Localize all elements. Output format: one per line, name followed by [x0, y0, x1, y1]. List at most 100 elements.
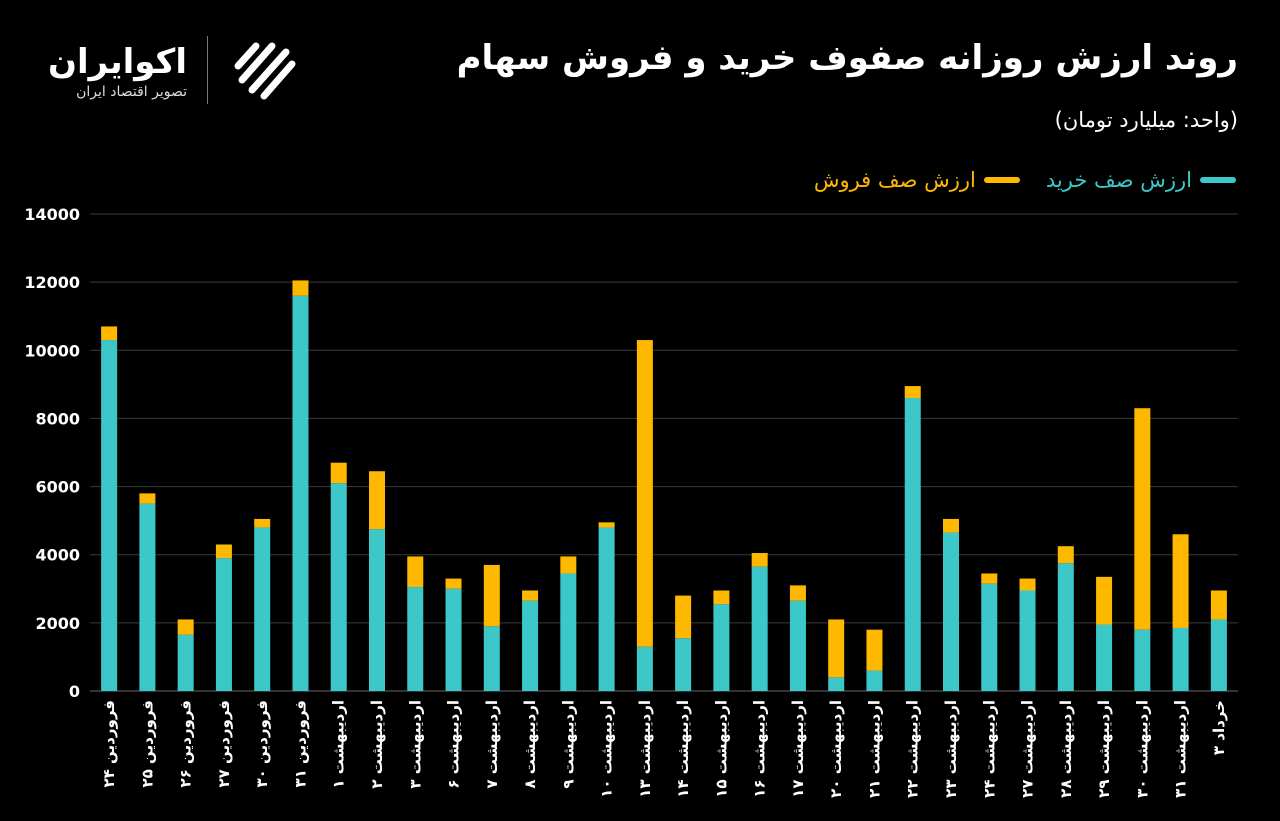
bar-buy-segment: [789, 600, 806, 691]
legend-item-buy: ارزش صف خرید: [1046, 168, 1236, 192]
x-tick-label: اردیبهشت ۲۷: [1019, 700, 1037, 798]
x-tick-label: اردیبهشت ۲۲: [904, 700, 922, 798]
x-tick-label: اردیبهشت ۲۱: [865, 700, 883, 798]
bar-sell-segment: [904, 386, 921, 398]
bar-buy-segment: [101, 340, 118, 691]
y-tick-label: 6000: [35, 478, 80, 497]
bar-sell-segment: [598, 522, 615, 528]
bar-buy-segment: [1057, 563, 1074, 691]
x-tick-label: خرداد ۳: [1210, 700, 1228, 755]
x-axis-tick-labels: فروردین ۲۴ فروردین ۲۵ فروردین ۲۶ فروردین ۲۷…: [100, 700, 1228, 798]
y-axis-tick-labels: 0 2000 4000 6000 8000 10000 12000 14000: [24, 205, 80, 701]
x-tick-label: اردیبهشت ۲: [368, 700, 386, 789]
bar-buy-segment: [828, 677, 845, 691]
x-tick-label: فروردین ۳۰: [253, 700, 271, 787]
legend-label-sell: ارزش صف فروش: [813, 168, 976, 192]
y-tick-label: 12000: [24, 273, 80, 292]
bar-sell-segment: [369, 471, 385, 530]
bar-buy-segment: [1019, 590, 1036, 691]
bar-buy-segment: [636, 646, 653, 691]
bar-buy-segment: [445, 588, 462, 691]
bar-sell-segment: [292, 280, 309, 296]
brand-logo: اکوایران تصویر اقتصاد ایران: [48, 32, 304, 108]
grid-lines: [90, 213, 1238, 692]
brand-tagline: تصویر اقتصاد ایران: [76, 84, 187, 100]
y-tick-label: 2000: [35, 614, 80, 633]
bar-sell-segment: [675, 595, 692, 639]
bar-buy-segment: [483, 626, 500, 691]
bar-sell-segment: [522, 590, 539, 601]
x-tick-label: فروردین ۳۱: [291, 700, 309, 787]
bar-sell-segment: [713, 590, 730, 605]
x-tick-label: اردیبهشت ۱۶: [751, 700, 769, 798]
bar-buy-segment: [177, 634, 194, 691]
legend-swatch-sell: [983, 177, 1020, 183]
bar-sell-segment: [789, 585, 806, 601]
x-tick-label: اردیبهشت ۲۳: [942, 700, 960, 798]
bar-buy-segment: [866, 670, 883, 691]
bars: [101, 280, 1227, 691]
bar-sell-segment: [1019, 578, 1036, 591]
bar-buy-segment: [1210, 619, 1227, 691]
bar-buy-segment: [675, 638, 692, 691]
bar-buy-segment: [254, 527, 271, 691]
bar-buy-segment: [981, 583, 998, 691]
x-tick-label: اردیبهشت ۲۸: [1057, 700, 1075, 798]
bar-buy-segment: [139, 503, 156, 691]
bar-sell-segment: [254, 518, 271, 528]
x-tick-label: اردیبهشت ۹: [559, 700, 577, 789]
chart-unit-subtitle: (واحد: میلیارد تومان): [1054, 108, 1238, 132]
y-tick-label: 14000: [24, 205, 80, 224]
brand-mark-icon: [234, 42, 296, 100]
bar-sell-segment: [636, 340, 653, 647]
bar-sell-segment: [407, 556, 424, 588]
x-tick-label: اردیبهشت ۱: [330, 700, 348, 789]
y-tick-label: 4000: [35, 546, 80, 565]
bar-sell-segment: [981, 573, 998, 584]
bar-buy-segment: [560, 573, 577, 691]
bar-sell-segment: [1172, 534, 1189, 628]
brand-divider: [207, 36, 208, 104]
bar-sell-segment: [1096, 576, 1113, 625]
x-tick-label: اردیبهشت ۱۵: [712, 700, 730, 798]
y-tick-label: 0: [69, 682, 80, 701]
chart-title: روند ارزش روزانه صفوف خرید و فروش سهام: [456, 38, 1238, 78]
bar-sell-segment: [330, 462, 347, 484]
x-tick-label: فروردین ۲۷: [215, 700, 233, 787]
legend-swatch-buy: [1200, 177, 1236, 183]
bar-sell-segment: [828, 619, 845, 678]
bar-sell-segment: [1210, 590, 1227, 620]
x-tick-label: اردیبهشت ۱۷: [789, 700, 807, 798]
bar-buy-segment: [598, 527, 615, 691]
y-tick-label: 10000: [24, 341, 80, 360]
bar-sell-segment: [1057, 546, 1074, 564]
x-tick-label: فروردین ۲۴: [100, 700, 118, 787]
bar-buy-segment: [751, 566, 768, 691]
x-tick-label: اردیبهشت ۲۰: [827, 700, 845, 798]
brand-name: اکوایران: [48, 42, 187, 82]
x-tick-label: اردیبهشت ۲۹: [1095, 700, 1113, 798]
y-tick-label: 8000: [35, 409, 80, 428]
bar-buy-segment: [1134, 629, 1151, 691]
x-tick-label: اردیبهشت ۳۰: [1133, 700, 1151, 798]
bar-sell-segment: [101, 326, 118, 341]
bar-sell-segment: [139, 493, 156, 504]
bar-sell-segment: [943, 518, 959, 533]
legend-label-buy: ارزش صف خرید: [1045, 168, 1192, 192]
bar-sell-segment: [560, 556, 577, 574]
bar-buy-segment: [292, 295, 309, 691]
bar-buy-segment: [215, 558, 232, 691]
bar-sell-segment: [445, 578, 462, 589]
x-tick-label: اردیبهشت ۶: [445, 700, 463, 789]
x-tick-label: اردیبهشت ۸: [521, 700, 539, 789]
bar-buy-segment: [369, 529, 385, 691]
bar-buy-segment: [943, 532, 959, 691]
x-tick-label: اردیبهشت ۷: [483, 700, 501, 789]
bar-buy-segment: [1096, 624, 1113, 691]
x-tick-label: اردیبهشت ۱۳: [636, 700, 654, 798]
bar-buy-segment: [904, 397, 921, 691]
chart-legend: ارزش صف خرید ارزش صف فروش: [814, 168, 1236, 192]
brand-text: اکوایران تصویر اقتصاد ایران: [48, 40, 187, 100]
bar-sell-segment: [751, 553, 768, 567]
